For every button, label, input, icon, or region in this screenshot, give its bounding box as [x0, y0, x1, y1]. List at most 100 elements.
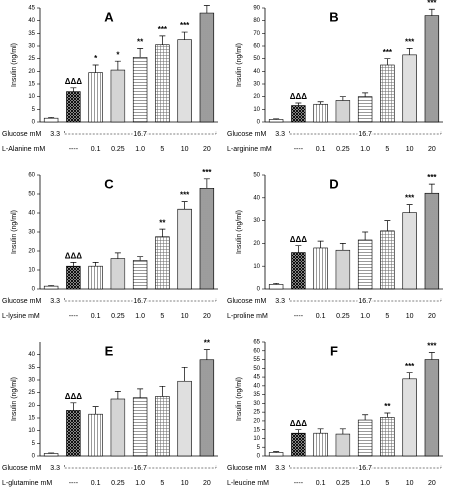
y-tick-label: 60	[28, 173, 35, 179]
error-bar	[384, 58, 391, 65]
error-bar	[295, 429, 302, 434]
error-bar	[92, 64, 99, 73]
glucose-label: Glucose mM	[2, 298, 41, 305]
significance-label: ***	[405, 194, 415, 203]
glucose-label: Glucose mM	[227, 298, 266, 305]
error-bar	[406, 372, 413, 379]
error-bar	[428, 183, 435, 194]
x-tick-label: 1.0	[360, 480, 370, 487]
significance-label: ***	[202, 168, 212, 177]
error-bar	[159, 228, 166, 237]
error-bar	[295, 102, 302, 106]
x-tick-label: ----	[294, 313, 304, 320]
x-tick-label: 10	[181, 313, 189, 320]
error-bar	[362, 231, 369, 240]
bar	[402, 54, 417, 123]
x-tick-label: 10	[406, 480, 414, 487]
glucose-level: 16.7	[358, 465, 372, 472]
error-bar	[362, 92, 369, 97]
bar	[43, 117, 59, 123]
significance-label: ***	[405, 362, 415, 371]
y-tick-label: 40	[28, 352, 35, 358]
significance-label: ΔΔΔ	[290, 235, 308, 244]
bar	[335, 100, 351, 123]
x-tick-label: 10	[406, 313, 414, 320]
bar	[132, 397, 148, 457]
bar	[424, 359, 440, 457]
y-tick-label: 40	[253, 69, 260, 75]
y-tick-label: 15	[28, 82, 35, 88]
y-tick-label: 30	[28, 230, 35, 236]
y-tick-label: 30	[253, 218, 260, 224]
y-tick-label: 5	[257, 445, 261, 451]
y-tick-label: 40	[253, 195, 260, 201]
glucose-level: 16.7	[358, 131, 372, 138]
y-axis-label: Insulin (ng/ml)	[11, 43, 18, 87]
panel-title: A	[104, 9, 114, 24]
significance-label: ΔΔΔ	[290, 92, 308, 101]
error-bar	[137, 256, 144, 261]
bar	[110, 398, 126, 457]
y-tick-label: 35	[28, 365, 35, 371]
error-bar	[339, 428, 346, 435]
y-tick-label: 50	[253, 173, 260, 179]
x-tick-label: 20	[203, 146, 211, 153]
y-tick-label: 30	[28, 44, 35, 50]
significance-label: **	[384, 402, 391, 411]
treatment-label: L-Alanine mM	[2, 146, 45, 153]
error-bar	[70, 262, 77, 267]
x-tick-label: 0.1	[316, 146, 326, 153]
significance-label: ΔΔΔ	[65, 392, 83, 401]
bar	[424, 192, 440, 290]
x-tick-label: 0.25	[111, 480, 125, 487]
error-bar	[317, 101, 324, 105]
bar	[132, 57, 148, 123]
y-tick-label: 30	[253, 82, 260, 88]
treatment-label: L-lysine mM	[2, 313, 40, 320]
x-tick-label: ----	[294, 480, 304, 487]
bar	[357, 419, 373, 457]
error-bar	[203, 349, 210, 360]
x-tick-label: 0.25	[111, 146, 125, 153]
x-tick-label: 0.25	[336, 480, 350, 487]
significance-label: ***	[180, 191, 190, 200]
y-tick-label: 0	[257, 287, 261, 293]
bar	[88, 72, 103, 123]
glucose-bracket	[64, 131, 217, 135]
y-tick-label: 10	[253, 107, 260, 113]
error-bar	[114, 60, 121, 71]
y-tick-label: 15	[253, 427, 260, 433]
glucose-level: 16.7	[133, 298, 147, 305]
bar	[110, 69, 126, 123]
y-tick-label: 90	[253, 6, 260, 12]
error-bar	[203, 178, 210, 189]
bar	[43, 453, 59, 457]
y-axis-label: Insulin (ng/ml)	[236, 210, 243, 254]
y-tick-label: 10	[28, 94, 35, 100]
glucose-level: 16.7	[358, 298, 372, 305]
glucose-level: 16.7	[133, 465, 147, 472]
x-tick-label: 0.1	[91, 146, 101, 153]
significance-label: ΔΔΔ	[290, 419, 308, 428]
y-axis-label: Insulin (ng/ml)	[11, 210, 18, 254]
x-tick-label: 0.1	[91, 313, 101, 320]
panel-title: C	[104, 176, 114, 191]
error-bar	[203, 5, 210, 14]
error-bar	[339, 96, 346, 101]
glucose-level: 3.3	[50, 131, 60, 138]
y-tick-label: 0	[32, 120, 36, 126]
panel: 0 5 10 15 20 25 30 35 40 45 Insulin (ng/ml) A ΔΔΔ ---…	[2, 0, 218, 153]
bar	[380, 64, 395, 123]
y-tick-label: 55	[253, 357, 260, 363]
panel: 0 5 10 15 20 25 30 35 40 Insulin (ng/ml) E ΔΔΔ ---- 0…	[2, 339, 218, 487]
error-bar	[70, 87, 77, 92]
bar	[43, 285, 59, 290]
y-tick-label: 10	[28, 268, 35, 274]
error-bar	[273, 451, 280, 453]
bar	[268, 119, 284, 123]
error-bar	[406, 48, 413, 55]
x-tick-label: 5	[385, 480, 389, 487]
treatment-label: L-arginine mM	[227, 146, 272, 153]
glucose-level: 3.3	[50, 465, 60, 472]
y-tick-label: 10	[253, 436, 260, 442]
